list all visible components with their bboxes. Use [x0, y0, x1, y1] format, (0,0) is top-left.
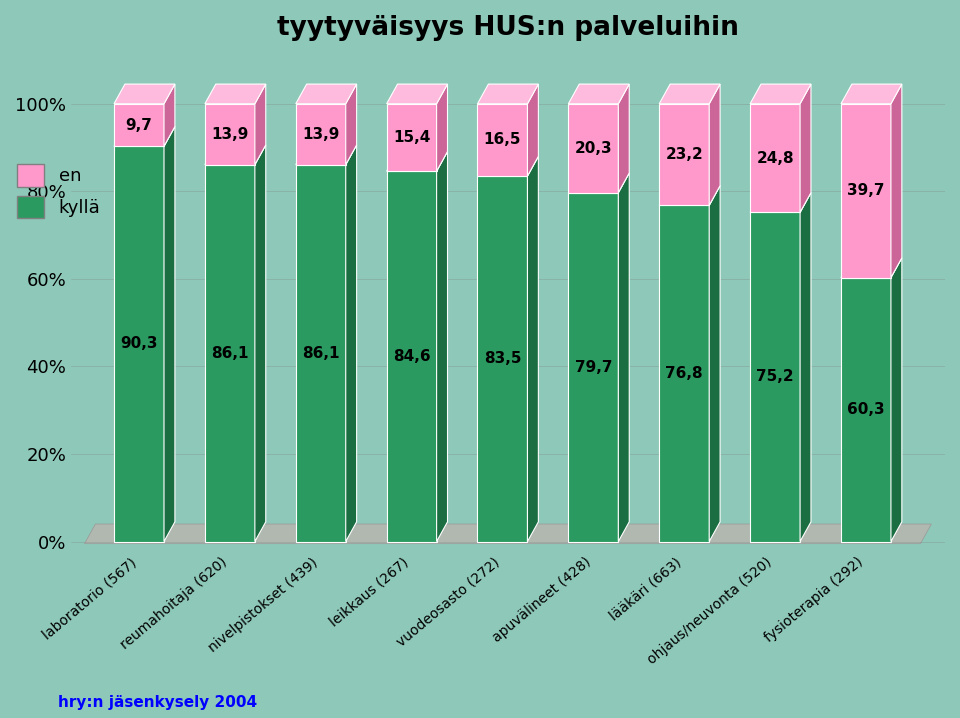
Polygon shape: [841, 84, 901, 104]
Polygon shape: [841, 278, 891, 541]
Polygon shape: [568, 192, 618, 541]
Text: 13,9: 13,9: [302, 126, 340, 141]
Polygon shape: [477, 176, 527, 541]
Polygon shape: [709, 186, 720, 541]
Polygon shape: [254, 145, 266, 541]
Polygon shape: [660, 104, 709, 205]
Polygon shape: [800, 192, 811, 541]
Polygon shape: [114, 104, 164, 146]
Text: 20,3: 20,3: [574, 141, 612, 156]
Polygon shape: [568, 84, 629, 104]
Polygon shape: [660, 205, 709, 541]
Polygon shape: [296, 104, 346, 164]
Polygon shape: [527, 157, 539, 541]
Polygon shape: [568, 104, 618, 192]
Text: 86,1: 86,1: [211, 345, 249, 360]
Polygon shape: [437, 84, 447, 171]
Polygon shape: [204, 164, 254, 541]
Polygon shape: [296, 84, 356, 104]
Polygon shape: [346, 145, 356, 541]
Polygon shape: [527, 84, 539, 176]
Legend: en, kyllä: en, kyllä: [10, 157, 108, 225]
Polygon shape: [660, 84, 720, 104]
Polygon shape: [750, 104, 800, 213]
Text: 76,8: 76,8: [665, 366, 703, 381]
Polygon shape: [114, 84, 175, 104]
Text: 24,8: 24,8: [756, 151, 794, 166]
Polygon shape: [891, 258, 901, 541]
Polygon shape: [618, 84, 629, 192]
Polygon shape: [204, 104, 254, 164]
Polygon shape: [254, 84, 266, 164]
Text: 83,5: 83,5: [484, 351, 521, 366]
Polygon shape: [841, 104, 891, 278]
Polygon shape: [296, 145, 356, 164]
Polygon shape: [114, 126, 175, 146]
Text: 90,3: 90,3: [120, 336, 157, 351]
Polygon shape: [750, 84, 811, 104]
Polygon shape: [164, 126, 175, 541]
Polygon shape: [477, 104, 527, 176]
Text: 60,3: 60,3: [847, 402, 885, 417]
Polygon shape: [387, 171, 437, 541]
Title: tyytyväisyys HUS:n palveluihin: tyytyväisyys HUS:n palveluihin: [277, 15, 739, 41]
Text: 13,9: 13,9: [211, 126, 249, 141]
Polygon shape: [709, 84, 720, 205]
Polygon shape: [296, 164, 346, 541]
Polygon shape: [568, 173, 629, 192]
Text: 9,7: 9,7: [126, 118, 153, 133]
Polygon shape: [387, 151, 447, 171]
Polygon shape: [346, 84, 356, 164]
Polygon shape: [164, 84, 175, 146]
Polygon shape: [437, 151, 447, 541]
Text: 86,1: 86,1: [302, 345, 340, 360]
Text: 39,7: 39,7: [847, 183, 885, 198]
Text: 15,4: 15,4: [393, 130, 430, 145]
Polygon shape: [204, 84, 266, 104]
Polygon shape: [750, 213, 800, 541]
Polygon shape: [800, 84, 811, 213]
Polygon shape: [841, 258, 901, 278]
Polygon shape: [477, 157, 539, 176]
Text: 75,2: 75,2: [756, 370, 794, 384]
Polygon shape: [387, 104, 437, 171]
Text: 23,2: 23,2: [665, 147, 703, 162]
Polygon shape: [84, 524, 931, 544]
Polygon shape: [750, 192, 811, 213]
Text: hry:n jäsenkysely 2004: hry:n jäsenkysely 2004: [58, 695, 256, 710]
Polygon shape: [477, 84, 539, 104]
Polygon shape: [660, 186, 720, 205]
Text: 84,6: 84,6: [393, 349, 430, 364]
Polygon shape: [387, 84, 447, 104]
Polygon shape: [891, 84, 901, 278]
Polygon shape: [204, 145, 266, 164]
Text: 79,7: 79,7: [575, 360, 612, 375]
Polygon shape: [618, 173, 629, 541]
Text: 16,5: 16,5: [484, 132, 521, 147]
Polygon shape: [114, 146, 164, 541]
